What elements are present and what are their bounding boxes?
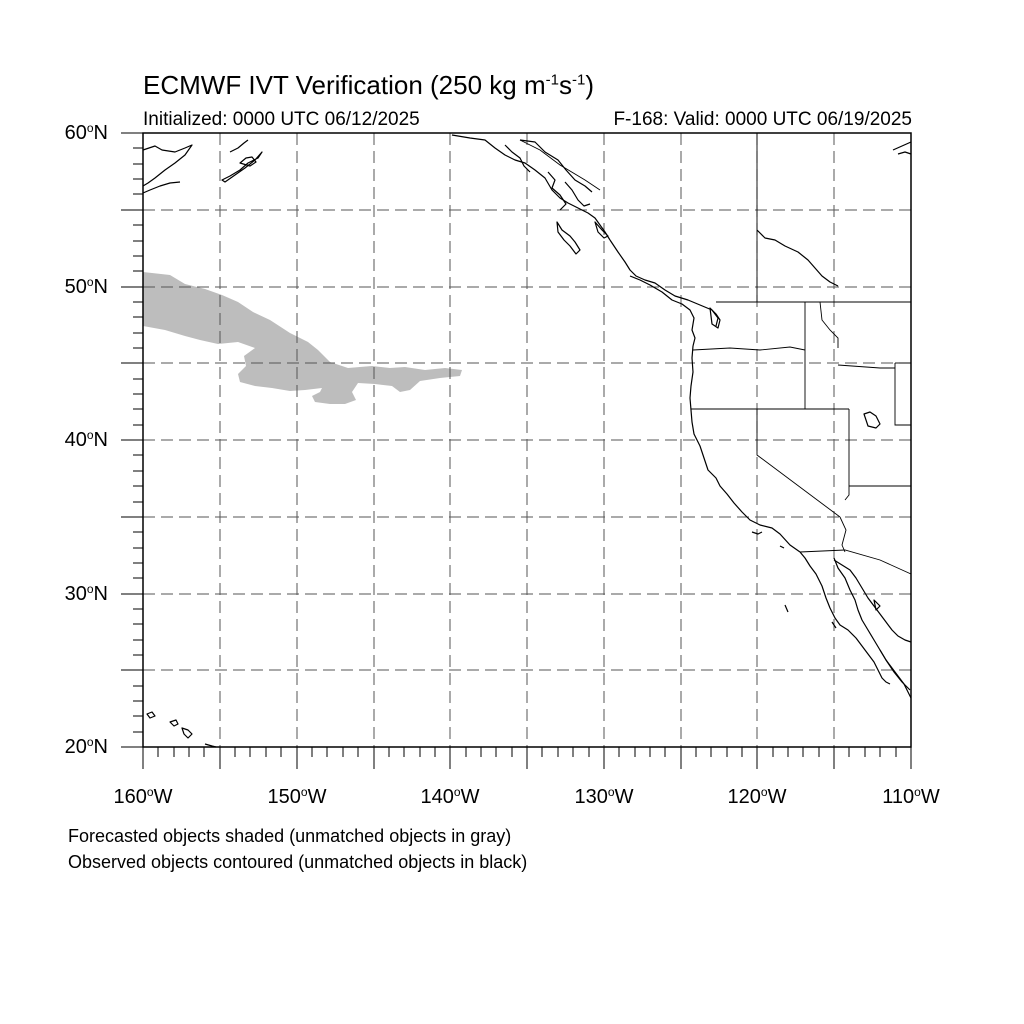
gridlines xyxy=(143,133,911,747)
lon-ticks xyxy=(142,747,912,769)
lat-label-50n: 50oN xyxy=(64,275,108,298)
initialized-time-label: Initialized: 0000 UTC 06/12/2025 xyxy=(143,109,420,130)
lon-label-110w: 110oW xyxy=(882,785,940,808)
coastlines xyxy=(142,134,912,748)
map-title: ECMWF IVT Verification (250 kg m-1s-1) xyxy=(143,70,594,100)
lon-label-150w: 150oW xyxy=(267,785,327,808)
forecast-ivt-object xyxy=(143,272,462,404)
lat-label-20n: 20oN xyxy=(64,735,108,758)
lat-label-30n: 30oN xyxy=(64,582,108,605)
lat-label-60n: 60oN xyxy=(64,121,108,144)
lat-ticks xyxy=(121,132,143,748)
valid-time-label: F-168: Valid: 0000 UTC 06/19/2025 xyxy=(613,109,912,130)
lon-label-130w: 130oW xyxy=(574,785,634,808)
lon-label-140w: 140oW xyxy=(420,785,480,808)
lon-label-160w: 160oW xyxy=(113,785,173,808)
political-borders xyxy=(519,133,912,575)
footnote-observed: Observed objects contoured (unmatched ob… xyxy=(68,852,528,872)
footnote-forecast: Forecasted objects shaded (unmatched obj… xyxy=(68,826,512,846)
lat-label-40n: 40oN xyxy=(64,428,108,451)
lon-label-120w: 120oW xyxy=(727,785,787,808)
